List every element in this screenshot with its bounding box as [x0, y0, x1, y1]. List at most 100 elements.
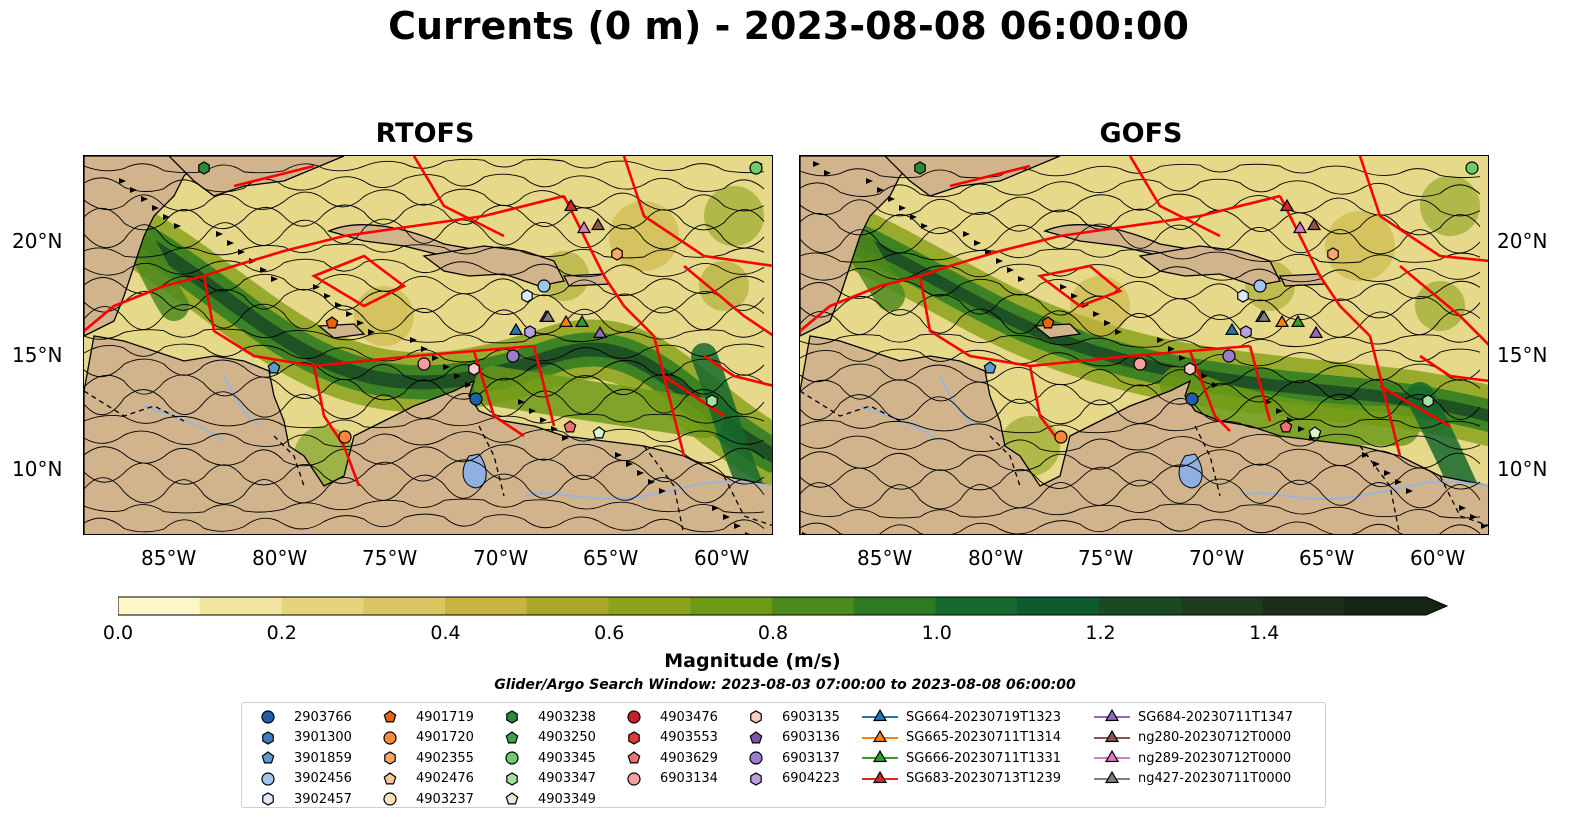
- legend-item: 4903345: [492, 748, 596, 769]
- legend-item: 4902476: [370, 769, 474, 790]
- legend-item: 3902456: [248, 769, 352, 790]
- lat-label-10n-right: 10°N: [1497, 457, 1548, 481]
- observation-marker: [611, 247, 623, 261]
- circle-marker-icon: [627, 772, 641, 786]
- observation-marker: [417, 357, 431, 371]
- legend-item: ng280-20230712T0000: [1092, 728, 1293, 749]
- observation-marker: [558, 314, 574, 327]
- observation-marker: [1184, 362, 1196, 376]
- legend-label: 6903134: [660, 771, 718, 787]
- eez-boundary: [622, 156, 772, 268]
- observation-marker: [1054, 430, 1068, 444]
- current-jet-band: [474, 366, 724, 438]
- colorbar-segment: [445, 597, 528, 615]
- legend-item: SG683-20230713T1239: [860, 769, 1061, 790]
- colorbar-segment: [853, 597, 937, 615]
- legend-item: SG684-20230711T1347: [1092, 707, 1293, 728]
- river: [523, 480, 772, 500]
- eez-boundary: [84, 194, 565, 332]
- current-patch: [1325, 211, 1395, 281]
- lon-label-75w-right: 75°W: [1078, 546, 1134, 570]
- legend-label: 4903250: [538, 730, 596, 746]
- legend-label: 6903135: [782, 709, 840, 725]
- eez-boundary: [918, 275, 1251, 368]
- eez-boundary: [703, 354, 772, 387]
- gofs-map: [799, 155, 1489, 535]
- legend-label: 4903345: [538, 750, 596, 766]
- legend-label: 3902456: [294, 771, 352, 787]
- observation-marker: [1306, 217, 1322, 231]
- observation-marker: [1422, 394, 1434, 408]
- observation-marker: [574, 314, 590, 327]
- observation-marker: [592, 325, 608, 338]
- eez-boundary: [532, 345, 556, 427]
- lat-label-20n-left: 20°N: [12, 229, 63, 253]
- observation-marker: [1256, 309, 1272, 322]
- observation-marker: [576, 220, 592, 234]
- triangle-marker-icon: [862, 770, 898, 783]
- eez-boundary: [1379, 384, 1451, 428]
- colorbar-segment: [199, 597, 283, 615]
- colorbar-extend-arrow: [1426, 597, 1448, 615]
- legend-label: SG683-20230713T1239: [906, 771, 1062, 787]
- current-jet-band: [800, 210, 1488, 422]
- pentagon-marker-icon: [505, 731, 519, 744]
- observation-marker: [521, 289, 533, 303]
- observation-marker: [338, 430, 352, 444]
- current-patch: [1070, 276, 1130, 336]
- eez-boundary: [663, 374, 725, 418]
- triangle-marker-icon: [1094, 770, 1130, 783]
- eez-boundary: [562, 195, 655, 337]
- legend-label: 6903136: [782, 730, 840, 746]
- eez-boundary: [949, 164, 1031, 188]
- legend-column: SG664-20230719T1323 SG665-20230711T1314 SG…: [860, 707, 1061, 789]
- landmass: [1138, 245, 1281, 287]
- legend-item: 4903237: [370, 789, 474, 810]
- hexagon-marker-icon: [750, 772, 762, 786]
- lon-label-60w-left: 60°W: [694, 546, 750, 570]
- colorbar-tick-label: 1.2: [1085, 622, 1116, 644]
- landmass: [884, 156, 1061, 197]
- legend-item: 4903250: [492, 728, 596, 749]
- legend-label: 4901720: [416, 730, 474, 746]
- hexagon-marker-icon: [506, 772, 518, 786]
- legend-item: 4902355: [370, 748, 474, 769]
- colorbar-segment: [608, 597, 691, 615]
- current-patch: [609, 201, 679, 271]
- lon-label-85w-left: 85°W: [141, 546, 197, 570]
- pentagon-marker-icon: [627, 751, 641, 764]
- circle-marker-icon: [383, 731, 397, 745]
- eez-boundary: [312, 365, 361, 487]
- legend-label: 4903476: [660, 709, 718, 725]
- eez-boundary: [1128, 156, 1221, 238]
- legend-item: 2903766: [248, 707, 352, 728]
- observation-marker: [914, 161, 926, 175]
- lake-maracaibo: [462, 453, 487, 489]
- hexagon-marker-icon: [628, 731, 640, 745]
- legend-item: 4903349: [492, 789, 596, 810]
- observation-marker: [1279, 198, 1295, 212]
- legend-label: ng289-20230712T0000: [1138, 750, 1292, 766]
- legend-column: 2903766 3901300 3901859 3902456 3902457: [248, 707, 352, 810]
- lon-label-75w-left: 75°W: [362, 546, 418, 570]
- legend-item: 3902457: [248, 789, 352, 810]
- legend-label: 4902355: [416, 750, 474, 766]
- observation-marker: [1308, 325, 1324, 338]
- legend-item: 4901720: [370, 728, 474, 749]
- legend-item: 4903347: [492, 769, 596, 790]
- eez-boundary: [472, 350, 525, 438]
- colorbar-tick-label: 1.0: [921, 622, 952, 644]
- hexagon-marker-icon: [262, 731, 274, 745]
- observation-marker: [506, 349, 520, 363]
- landmass: [422, 245, 565, 287]
- current-patch: [704, 186, 764, 246]
- colorbar-segment: [690, 597, 773, 615]
- legend-column: 6903135 6903136 6903137 6904223: [736, 707, 840, 789]
- observation-marker: [1290, 314, 1306, 327]
- observation-marker: [1253, 279, 1267, 293]
- eez-boundary: [800, 194, 1281, 332]
- eez-boundary: [683, 265, 772, 337]
- legend-label: ng280-20230712T0000: [1138, 730, 1292, 746]
- legend-label: 4903238: [538, 709, 596, 725]
- legend-label: 6903137: [782, 750, 840, 766]
